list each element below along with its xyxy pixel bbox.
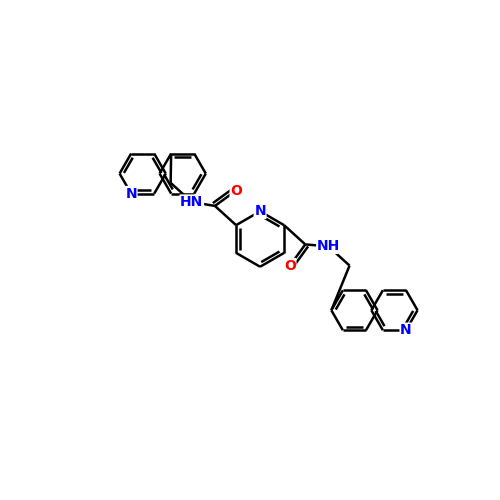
Text: N: N — [126, 186, 137, 200]
Text: O: O — [284, 258, 296, 272]
Text: N: N — [400, 324, 412, 338]
Text: N: N — [254, 204, 266, 218]
Text: NH: NH — [317, 240, 340, 254]
Text: HN: HN — [180, 195, 204, 209]
Text: O: O — [230, 184, 242, 198]
